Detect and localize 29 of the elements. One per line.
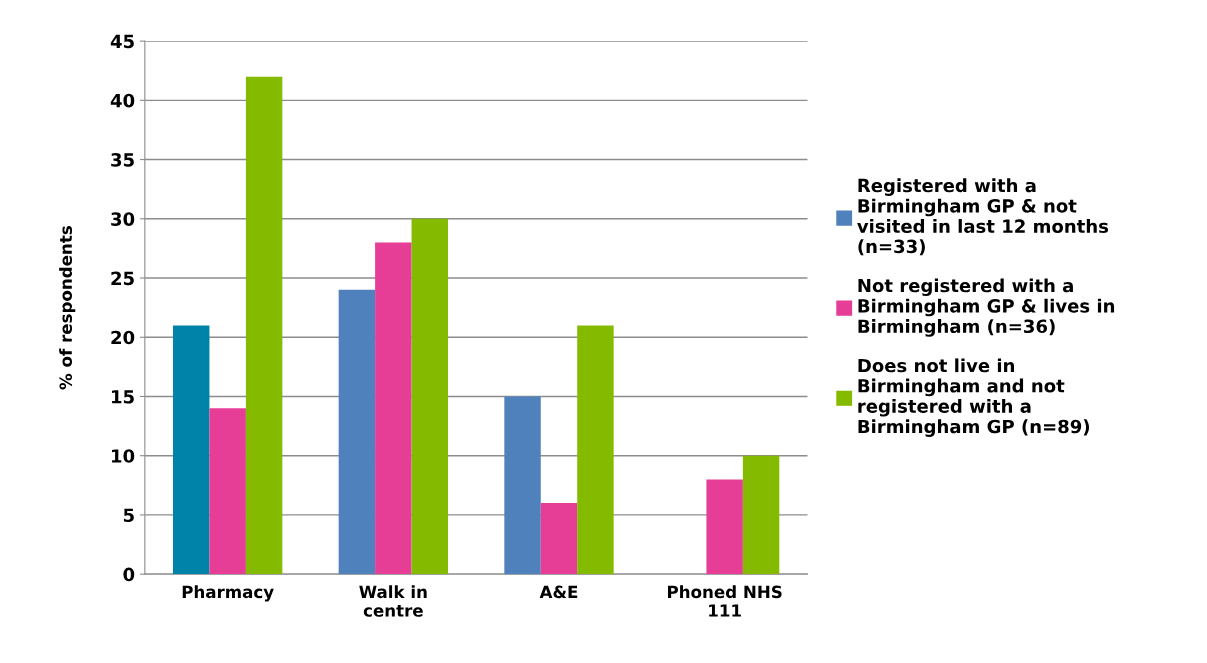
bar <box>504 396 541 575</box>
x-tick-label: A&E <box>539 585 578 599</box>
y-tick-label: 25 <box>111 271 134 286</box>
x-tick-label: Walk in centre <box>359 585 427 617</box>
bar <box>173 325 210 575</box>
bar <box>540 503 578 575</box>
y-tick-label: 20 <box>111 330 135 345</box>
bar <box>411 218 448 575</box>
bar <box>706 479 743 575</box>
y-tick-label: 45 <box>110 34 134 49</box>
legend-label: Not registered with a Birmingham GP & lives in Birmingham (n=36) <box>858 278 1115 337</box>
y-tick-label: 15 <box>112 390 134 404</box>
bar <box>375 242 412 575</box>
x-tick-label: Phoned NHS 111 <box>668 585 782 617</box>
bar <box>577 325 614 575</box>
y-tick-label: 10 <box>112 449 135 463</box>
legend-label: Does not live in Birmingham and not registered with a Birmingham GP (n=89) <box>858 358 1090 437</box>
y-tick-label: 30 <box>111 212 135 226</box>
y-tick-label: 35 <box>111 153 134 167</box>
y-tick-label: 5 <box>123 508 134 523</box>
x-tick-label: Pharmacy <box>182 585 274 602</box>
bar <box>209 408 246 575</box>
y-axis-title: % of respondents <box>59 226 76 390</box>
y-tick-label: 0 <box>123 567 135 582</box>
bar <box>245 76 283 575</box>
legend-label: Registered with a Birmingham GP & not visited in last 12 months (n=33) <box>857 178 1109 256</box>
bar <box>742 455 780 575</box>
bar <box>338 289 376 575</box>
y-tick-label: 40 <box>110 93 135 108</box>
